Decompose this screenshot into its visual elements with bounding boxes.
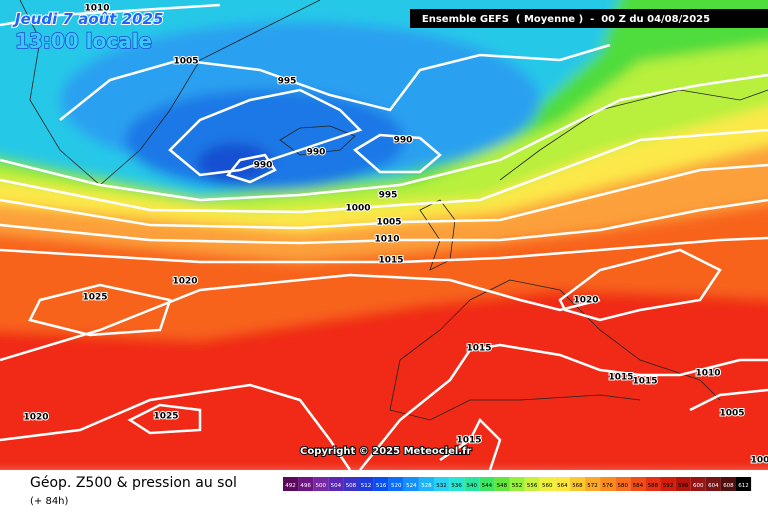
scale-cell bbox=[464, 477, 480, 491]
scale-label: 600 bbox=[693, 483, 704, 489]
scale-label: 612 bbox=[738, 483, 749, 489]
scale-cell bbox=[720, 477, 736, 491]
scale-cell bbox=[615, 477, 631, 491]
isobar-label: 1025 bbox=[153, 412, 178, 422]
scale-cell bbox=[373, 477, 389, 491]
scale-cell bbox=[494, 477, 510, 491]
scale-cell bbox=[585, 477, 601, 491]
scale-cell bbox=[403, 477, 419, 491]
scale-label: 540 bbox=[467, 483, 478, 489]
scale-label: 496 bbox=[300, 483, 311, 489]
isobar-label: 995 bbox=[278, 77, 297, 87]
isobar-labels: 1010100599599099099099510001005101010151… bbox=[22, 3, 768, 467]
scale-label: 552 bbox=[512, 483, 523, 489]
scale-label: 504 bbox=[331, 483, 342, 489]
scale-label: 572 bbox=[587, 483, 598, 489]
isobar-label: 990 bbox=[394, 136, 413, 146]
scale-label: 608 bbox=[723, 483, 734, 489]
isobar-label: 1015 bbox=[466, 344, 491, 354]
isobar-label: 995 bbox=[379, 191, 398, 201]
scale-label: 520 bbox=[391, 483, 402, 489]
scale-label: 492 bbox=[285, 483, 296, 489]
scale-label: 596 bbox=[678, 483, 689, 489]
scale-label: 584 bbox=[633, 483, 644, 489]
run-box bbox=[410, 9, 768, 28]
scale-cell bbox=[298, 477, 314, 491]
isobar-label: 1015 bbox=[632, 377, 657, 387]
scale-label: 560 bbox=[542, 483, 553, 489]
scale-cell bbox=[283, 477, 299, 491]
scale-cell bbox=[660, 477, 676, 491]
footer-lead: (+ 84h) bbox=[30, 496, 69, 507]
scale-cell bbox=[675, 477, 691, 491]
scale-label: 592 bbox=[663, 483, 674, 489]
scale-cell bbox=[449, 477, 465, 491]
scale-cell bbox=[736, 477, 752, 491]
isobar-label: 1010 bbox=[695, 369, 720, 379]
color-scale: 492 496 500 504 508 512 516 520 524 528 532 536 540 5… bbox=[283, 477, 752, 491]
isobar-label: 1020 bbox=[23, 413, 48, 423]
scale-cell bbox=[479, 477, 495, 491]
scale-cell bbox=[554, 477, 570, 491]
isobar-label: 1005 bbox=[719, 409, 744, 419]
scale-label: 532 bbox=[436, 483, 447, 489]
scale-cell bbox=[328, 477, 344, 491]
scale-cell bbox=[358, 477, 374, 491]
scale-label: 528 bbox=[421, 483, 432, 489]
scale-cell bbox=[539, 477, 555, 491]
isobar-label: 1015 bbox=[456, 436, 481, 446]
scale-label: 548 bbox=[497, 483, 508, 489]
run-info: Ensemble GEFS ( Moyenne ) - 00 Z du 04/0… bbox=[422, 14, 710, 25]
scale-cell bbox=[418, 477, 434, 491]
scale-label: 564 bbox=[557, 483, 568, 489]
scale-cell bbox=[434, 477, 450, 491]
isobar-label: 1015 bbox=[608, 373, 633, 383]
scale-cell bbox=[645, 477, 661, 491]
scale-cell bbox=[524, 477, 540, 491]
isobar-label: 990 bbox=[307, 148, 326, 158]
scale-cell bbox=[313, 477, 329, 491]
scale-label: 556 bbox=[527, 483, 538, 489]
scale-label: 508 bbox=[346, 483, 357, 489]
isobar-label: 1010 bbox=[374, 235, 399, 245]
scale-label: 568 bbox=[572, 483, 583, 489]
scale-cell bbox=[630, 477, 646, 491]
scale-cell bbox=[600, 477, 616, 491]
scale-label: 500 bbox=[316, 483, 327, 489]
copyright: Copyright © 2025 Meteociel.fr bbox=[300, 446, 471, 457]
scale-label: 536 bbox=[451, 483, 462, 489]
scale-cell bbox=[343, 477, 359, 491]
isobar-label: 1020 bbox=[573, 296, 598, 306]
isobar-label: 1000 bbox=[345, 204, 370, 214]
forecast-time: 13:00 locale bbox=[15, 29, 152, 53]
isobar-label: 1005 bbox=[376, 218, 401, 228]
scale-label: 576 bbox=[602, 483, 613, 489]
isobar-label: 1020 bbox=[172, 277, 197, 287]
scale-label: 580 bbox=[618, 483, 629, 489]
isobar-label: 100 bbox=[751, 456, 768, 466]
isobars bbox=[0, 3, 768, 471]
scale-cell bbox=[569, 477, 585, 491]
isobar-label: 1015 bbox=[378, 256, 403, 266]
scale-label: 524 bbox=[406, 483, 417, 489]
isobar-label: 1025 bbox=[82, 293, 107, 303]
scale-cell bbox=[509, 477, 525, 491]
scale-label: 588 bbox=[648, 483, 659, 489]
scale-label: 516 bbox=[376, 483, 387, 489]
scale-cell bbox=[690, 477, 706, 491]
scale-cell bbox=[705, 477, 721, 491]
isobar-label: 1005 bbox=[173, 57, 198, 67]
scale-cell bbox=[388, 477, 404, 491]
isobar-label: 1010 bbox=[84, 4, 109, 14]
scale-label: 512 bbox=[361, 483, 372, 489]
isobar-label: 990 bbox=[254, 161, 273, 171]
scale-label: 604 bbox=[708, 483, 719, 489]
footer-title: Géop. Z500 & pression au sol bbox=[30, 475, 237, 491]
forecast-date: Jeudi 7 août 2025 bbox=[12, 10, 163, 28]
scale-label: 544 bbox=[482, 483, 493, 489]
